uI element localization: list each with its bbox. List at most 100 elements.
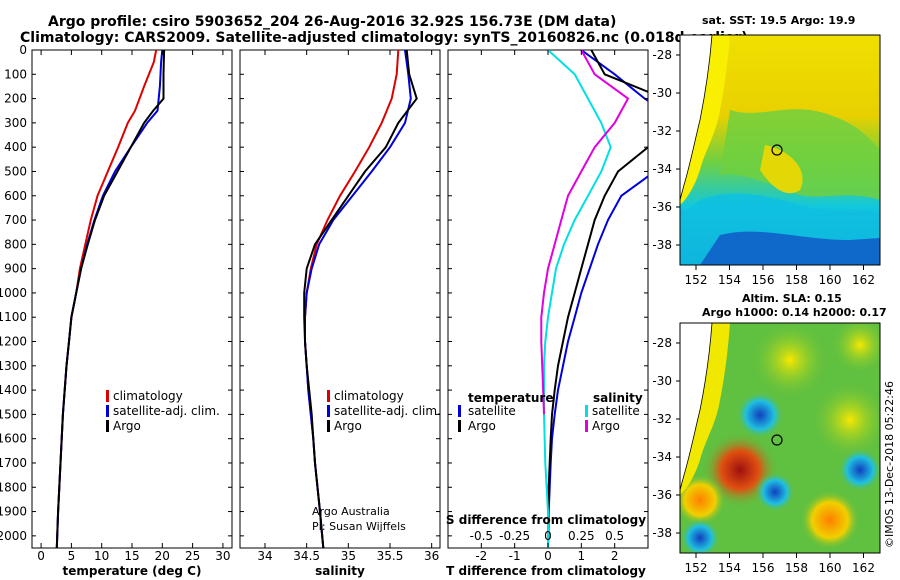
- depth-tick-label: 500: [4, 164, 27, 178]
- series-line-t-argo: [547, 50, 648, 548]
- legend-title-temperature: temperature: [468, 391, 553, 405]
- series-line-argo: [303, 50, 418, 548]
- legend-swatch-t-argo: [458, 420, 461, 432]
- depth-tick-label: 1700: [0, 456, 27, 470]
- lon-tick-label: 158: [785, 561, 808, 575]
- lat-tick-label: -28: [652, 336, 672, 350]
- legend-s-argo: Argo: [592, 419, 620, 433]
- legend-swatch-t-satellite: [458, 405, 461, 417]
- lat-tick-label: -28: [652, 48, 672, 62]
- lat-tick-label: -32: [652, 412, 672, 426]
- title-line-2: Climatology: CARS2009. Satellite-adjuste…: [20, 30, 748, 46]
- lon-tick-label: 156: [752, 561, 775, 575]
- lat-tick-label: -30: [652, 374, 672, 388]
- x-tick-label: 15: [124, 549, 139, 563]
- series-line-argo: [55, 50, 166, 548]
- legend-swatch-climatology: [327, 390, 330, 402]
- lon-tick-label: 154: [718, 273, 741, 287]
- imos-credit: ©IMOS 13-Dec-2018 05:22:46: [883, 381, 896, 548]
- sla-caption-2: Argo h1000: 0.14 h2000: 0.17: [702, 306, 887, 319]
- legend-swatch-climatology: [106, 390, 109, 402]
- depth-tick-label: 600: [4, 189, 27, 203]
- lon-tick-label: 162: [852, 273, 875, 287]
- sla-axes: -28 -30 -32 -34 -36 -38 152 154 156 158 160 162: [652, 336, 875, 575]
- legend-t-argo: Argo: [468, 419, 496, 433]
- depth-tick-label: 1300: [0, 359, 27, 373]
- lon-tick-label: 152: [685, 273, 708, 287]
- series-line-s-argo: [540, 50, 630, 415]
- legend-argo: Argo: [113, 419, 141, 433]
- lat-tick-label: -38: [652, 238, 672, 252]
- temperature-chart: [55, 50, 166, 548]
- difference-chart: [540, 50, 648, 548]
- salinity-xlabel: salinity: [315, 564, 365, 578]
- legend-climatology: climatology: [113, 389, 183, 403]
- depth-tick-label: 200: [4, 92, 27, 106]
- temperature-legend: climatology satellite-adj. clim. Argo: [106, 389, 220, 433]
- sla-map-frame: [679, 322, 881, 554]
- salinity-chart: [303, 50, 418, 548]
- temperature-panel-frame: [31, 49, 233, 549]
- credit-pi: PI: Susan Wijffels: [312, 520, 406, 533]
- series-line-t-satellite: [547, 50, 648, 548]
- salinity-legend: climatology satellite-adj. clim. Argo Ar…: [312, 389, 441, 533]
- legend-title-salinity: salinity: [593, 391, 643, 405]
- title-line-1: Argo profile: csiro 5903652_204 26-Aug-2…: [48, 14, 616, 30]
- sst-axes: -28 -30 -32 -34 -36 -38 152 154 156 158 160 162: [652, 48, 875, 287]
- sla-caption-1: Altim. SLA: 0.15: [742, 292, 842, 305]
- difference-xlabel: T difference from climatology: [446, 564, 646, 578]
- sst-map-frame: [679, 34, 881, 266]
- depth-tick-label: 700: [4, 213, 27, 227]
- sst-map: [680, 35, 880, 265]
- x-tick-label: -1: [509, 549, 521, 563]
- legend-swatch-satellite: [327, 405, 330, 417]
- difference-panel-frame: [447, 49, 649, 549]
- sst-caption: sat. SST: 19.5 Argo: 19.9: [702, 14, 855, 27]
- sla-map: [680, 323, 880, 553]
- s-diff-tick-label: -0.25: [499, 529, 530, 543]
- depth-tick-label: 1000: [0, 286, 27, 300]
- s-diff-tick-label: -0.5: [470, 529, 493, 543]
- depth-tick-label: 1100: [0, 310, 27, 324]
- temperature-xlabel: temperature (deg C): [63, 564, 202, 578]
- depth-tick-label: 800: [4, 237, 27, 251]
- legend-t-satellite: satellite: [468, 404, 516, 418]
- legend-s-satellite: satellite: [592, 404, 640, 418]
- x-tick-label: 0: [37, 549, 45, 563]
- depth-tick-label: 2000: [0, 529, 27, 543]
- s-diff-tick-label: 0: [544, 529, 552, 543]
- x-tick-label: 35: [341, 549, 356, 563]
- series-line-climatology: [55, 50, 158, 548]
- depth-tick-label: 1900: [0, 505, 27, 519]
- lon-tick-label: 160: [819, 273, 842, 287]
- depth-tick-label: 1800: [0, 480, 27, 494]
- x-tick-label: 34.5: [293, 549, 320, 563]
- sla-argo-marker: [771, 434, 783, 446]
- depth-axis: 0 100 200 300 400 500 600 700 800 900 1000 1100 1200…: [0, 43, 27, 543]
- x-tick-label: 25: [185, 549, 200, 563]
- sst-argo-marker: [771, 144, 783, 156]
- x-tick-label: 5: [68, 549, 76, 563]
- x-tick-label: -2: [475, 549, 487, 563]
- lat-tick-label: -34: [652, 162, 672, 176]
- x-tick-label: 0: [544, 549, 552, 563]
- lon-tick-label: 156: [752, 273, 775, 287]
- depth-tick-label: 300: [4, 116, 27, 130]
- lat-tick-label: -30: [652, 86, 672, 100]
- depth-tick-label: 0: [19, 43, 27, 57]
- lat-tick-label: -36: [652, 488, 672, 502]
- x-tick-label: 2: [611, 549, 619, 563]
- legend-swatch-argo: [106, 420, 109, 432]
- legend-swatch-argo: [327, 420, 330, 432]
- series-line-satellite-adj-clim-: [304, 50, 412, 548]
- lat-tick-label: -34: [652, 450, 672, 464]
- legend-satellite: satellite-adj. clim.: [334, 404, 441, 418]
- panel-axes: 0 5 10 15 20 25 30 34 34.5 35 35.5 36 -2 -1 0 1 2 -0.5 -0.…: [32, 49, 648, 563]
- s-diff-tick-label: 0.5: [605, 529, 624, 543]
- salinity-panel-frame: [239, 49, 441, 549]
- legend-swatch-s-satellite: [585, 405, 588, 417]
- lon-tick-label: 152: [685, 561, 708, 575]
- depth-tick-label: 1500: [0, 407, 27, 421]
- depth-tick-label: 1200: [0, 335, 27, 349]
